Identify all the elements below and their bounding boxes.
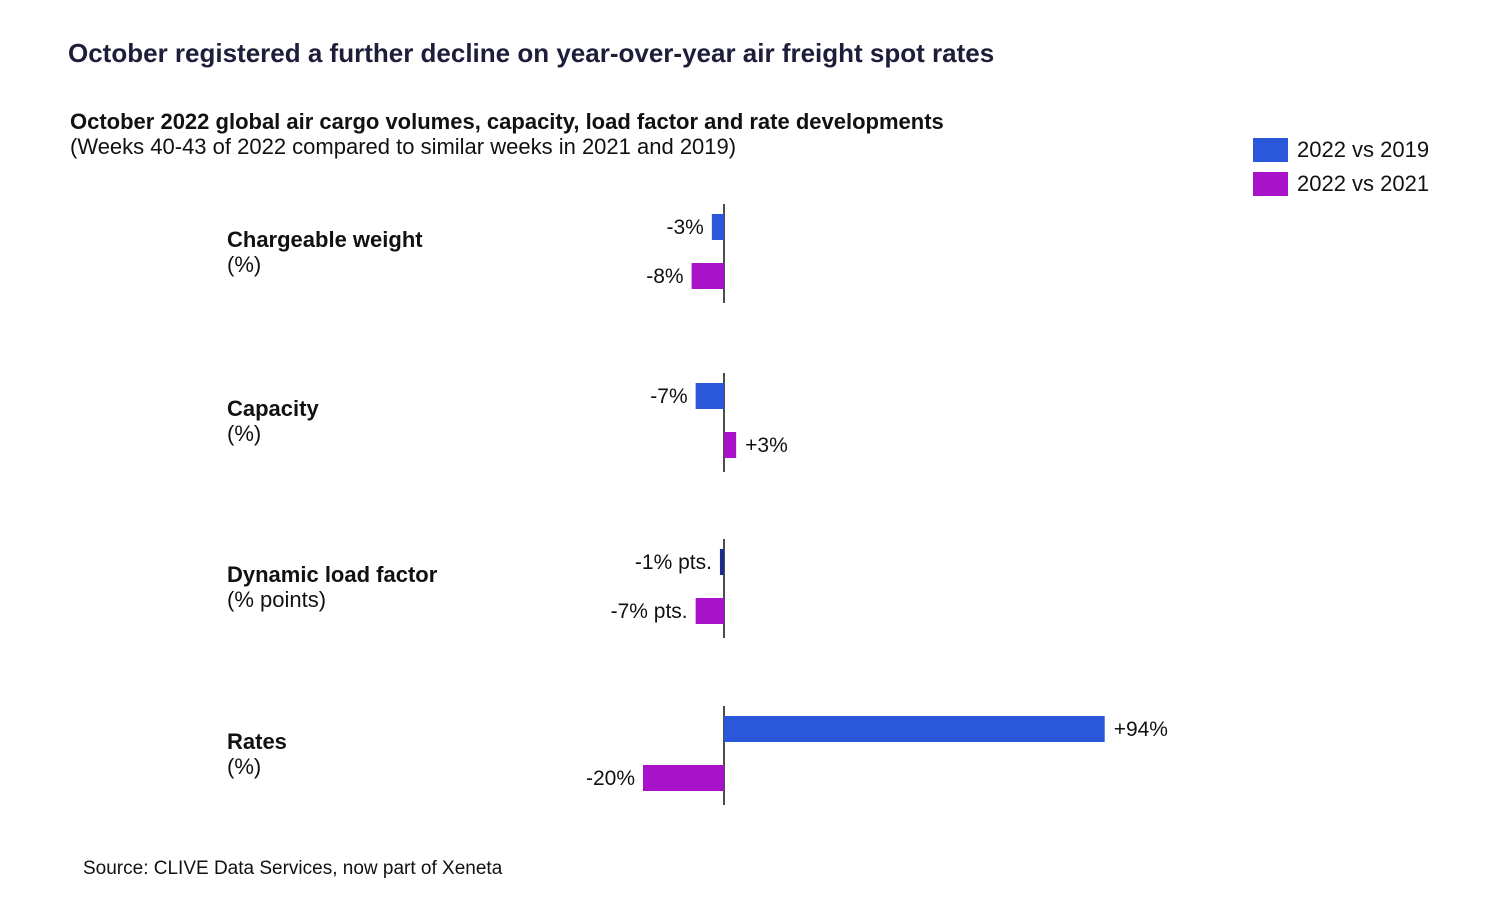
legend-item-2019: 2022 vs 2019	[1253, 133, 1429, 167]
data-label-rates-2022-vs-2019: +94%	[1114, 718, 1168, 741]
category-title-rates: Rates	[227, 729, 287, 754]
bar-capacity-2022-vs-2019	[695, 383, 724, 409]
legend-label-2021: 2022 vs 2021	[1297, 171, 1430, 196]
bar-chargeable-weight-2022-vs-2019	[711, 214, 724, 240]
bar-chargeable-weight-2022-vs-2021	[691, 263, 724, 289]
category-title-capacity: Capacity	[227, 396, 319, 421]
data-label-chargeable-weight-2022-vs-2019: -3%	[666, 216, 703, 239]
bar-dynamic-load-factor-2022-vs-2021	[695, 598, 724, 624]
chart-subnote: (Weeks 40-43 of 2022 compared to similar…	[70, 134, 737, 159]
bar-dynamic-load-factor-2022-vs-2019	[719, 549, 724, 575]
category-unit-dynamic-load-factor: (% points)	[227, 587, 326, 612]
category-title-chargeable-weight: Chargeable weight	[227, 227, 423, 252]
bar-rates-2022-vs-2019	[724, 716, 1105, 742]
data-label-chargeable-weight-2022-vs-2021: -8%	[646, 265, 683, 288]
category-unit-rates: (%)	[227, 754, 261, 779]
data-label-capacity-2022-vs-2021: +3%	[745, 434, 788, 457]
category-unit-capacity: (%)	[227, 421, 261, 446]
chart-headline: October registered a further decline on …	[68, 38, 995, 68]
chart-subtitle: October 2022 global air cargo volumes, c…	[70, 109, 944, 134]
data-label-dynamic-load-factor-2022-vs-2019: -1% pts.	[635, 551, 712, 574]
data-label-capacity-2022-vs-2019: -7%	[650, 385, 687, 408]
data-label-dynamic-load-factor-2022-vs-2021: -7% pts.	[611, 600, 688, 623]
legend-swatch-2019	[1253, 138, 1288, 162]
category-unit-chargeable-weight: (%)	[227, 252, 261, 277]
legend-item-2021: 2022 vs 2021	[1253, 167, 1429, 201]
data-label-rates-2022-vs-2021: -20%	[586, 767, 635, 790]
category-title-dynamic-load-factor: Dynamic load factor	[227, 562, 438, 587]
legend-swatch-2021	[1253, 172, 1288, 196]
bar-capacity-2022-vs-2021	[724, 432, 737, 458]
source-note: Source: CLIVE Data Services, now part of…	[83, 858, 503, 879]
legend-label-2019: 2022 vs 2019	[1297, 137, 1430, 162]
chart-legend: 2022 vs 2019 2022 vs 2021	[1253, 133, 1429, 201]
bar-rates-2022-vs-2021	[643, 765, 724, 791]
